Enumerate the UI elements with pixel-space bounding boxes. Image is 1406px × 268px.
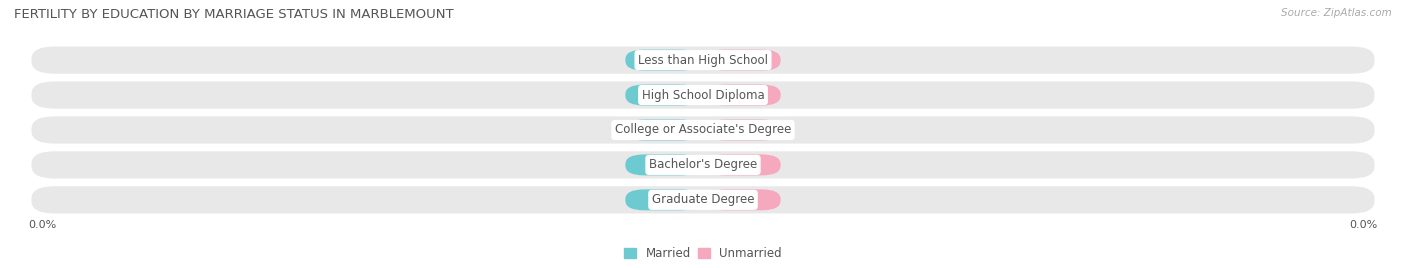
- Text: Bachelor's Degree: Bachelor's Degree: [650, 158, 756, 172]
- Text: 0.0%: 0.0%: [648, 160, 678, 170]
- Text: FERTILITY BY EDUCATION BY MARRIAGE STATUS IN MARBLEMOUNT: FERTILITY BY EDUCATION BY MARRIAGE STATU…: [14, 8, 454, 21]
- FancyBboxPatch shape: [31, 46, 1375, 74]
- Text: 0.0%: 0.0%: [648, 90, 678, 100]
- Legend: Married, Unmarried: Married, Unmarried: [620, 243, 786, 265]
- Text: 0.0%: 0.0%: [1350, 220, 1378, 230]
- FancyBboxPatch shape: [706, 154, 780, 175]
- Text: 0.0%: 0.0%: [728, 55, 758, 65]
- Text: 0.0%: 0.0%: [28, 220, 56, 230]
- Text: College or Associate's Degree: College or Associate's Degree: [614, 124, 792, 136]
- Text: 0.0%: 0.0%: [648, 55, 678, 65]
- FancyBboxPatch shape: [626, 189, 700, 210]
- FancyBboxPatch shape: [31, 116, 1375, 144]
- Text: 0.0%: 0.0%: [728, 125, 758, 135]
- FancyBboxPatch shape: [706, 50, 780, 70]
- Text: 0.0%: 0.0%: [728, 160, 758, 170]
- Text: High School Diploma: High School Diploma: [641, 88, 765, 102]
- Text: 0.0%: 0.0%: [728, 195, 758, 205]
- FancyBboxPatch shape: [31, 186, 1375, 214]
- Text: 0.0%: 0.0%: [648, 195, 678, 205]
- FancyBboxPatch shape: [706, 189, 780, 210]
- FancyBboxPatch shape: [706, 120, 780, 140]
- FancyBboxPatch shape: [626, 50, 700, 70]
- FancyBboxPatch shape: [626, 154, 700, 175]
- Text: Graduate Degree: Graduate Degree: [652, 193, 754, 206]
- FancyBboxPatch shape: [31, 81, 1375, 109]
- Text: Source: ZipAtlas.com: Source: ZipAtlas.com: [1281, 8, 1392, 18]
- Text: Less than High School: Less than High School: [638, 54, 768, 67]
- Text: 0.0%: 0.0%: [648, 125, 678, 135]
- FancyBboxPatch shape: [626, 85, 700, 106]
- Text: 0.0%: 0.0%: [728, 90, 758, 100]
- FancyBboxPatch shape: [626, 120, 700, 140]
- FancyBboxPatch shape: [706, 85, 780, 106]
- FancyBboxPatch shape: [31, 151, 1375, 178]
